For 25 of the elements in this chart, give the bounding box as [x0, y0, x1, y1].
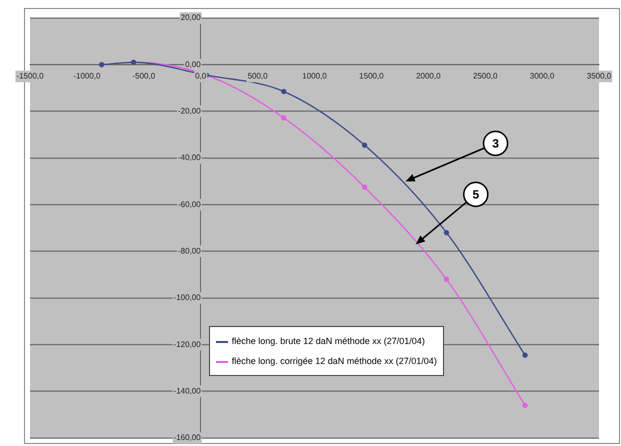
- x-tick-label: -500,0: [132, 72, 156, 81]
- x-tick-label: 3000,0: [530, 72, 555, 81]
- x-tick-label: -1500,0: [16, 72, 44, 81]
- annotation: 3: [492, 136, 500, 151]
- x-tick-label: -1000,0: [73, 72, 102, 81]
- y-tick-label: -80,00: [178, 246, 202, 256]
- legend-label: flèche long. brute 12 daN méthode xx (27/01/04): [230, 335, 426, 348]
- y-tick-label: -60,00: [178, 200, 202, 209]
- annotation: 5: [472, 188, 480, 202]
- legend-label: flèche long. corrigée 12 daN méthode xx (27/01/04): [230, 355, 437, 368]
- x-tick-label: 2000,0: [416, 72, 442, 81]
- y-tick-label: -120,00: [174, 340, 202, 349]
- y-tick-label: -140,00: [174, 386, 202, 396]
- x-tick-label: 1000,0: [302, 72, 328, 81]
- x-tick-label: 3500,0: [586, 72, 612, 81]
- x-tick-label: 0,0: [195, 72, 207, 81]
- y-tick-label: 20,00: [180, 13, 202, 22]
- x-tick-label: 2500,0: [472, 72, 498, 81]
- y-tick-label: -20,00: [178, 106, 202, 116]
- y-tick-label: 0,00: [185, 60, 202, 69]
- y-tick-label: -160,00: [174, 433, 202, 442]
- y-tick-label: -40,00: [178, 153, 202, 162]
- x-tick-label: 500,0: [248, 72, 268, 81]
- y-tick-label: -100,00: [174, 293, 202, 302]
- x-tick-label: 1500,0: [359, 72, 384, 81]
